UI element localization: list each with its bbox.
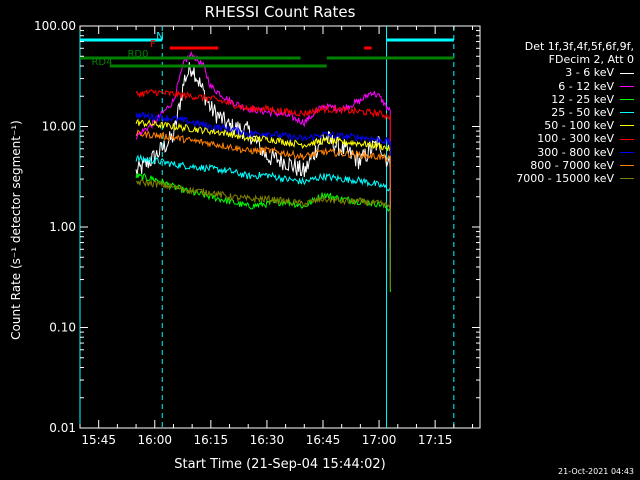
flag-label-rd4: RD4 [91,57,112,68]
legend-entry: 25 - 50 keV [464,106,634,119]
series-line-5 [135,89,391,200]
legend-entry: 300 - 800 keV [464,146,634,159]
x-tick-label: 17:15 [418,433,453,447]
legend-swatch [620,138,634,140]
series-line-7 [135,129,391,243]
x-tick-label: 16:45 [306,433,341,447]
legend-label: 100 - 300 keV [537,132,614,146]
timestamp: 21-Oct-2021 04:43 [558,467,634,476]
chart-title: RHESSI Count Rates [205,3,356,21]
legend-entry: 7000 - 15000 keV [464,172,634,185]
x-tick-label: 15:45 [81,433,116,447]
x-tick-label: 16:00 [137,433,172,447]
legend-swatch [620,125,634,127]
legend-label: 7000 - 15000 keV [516,172,614,186]
y-tick-label: 0.01 [49,421,76,435]
legend-swatch [620,178,634,180]
y-tick-label: 10.00 [42,120,76,134]
legend-entry: 100 - 300 keV [464,132,634,145]
legend-label: 6 - 12 keV [558,79,614,93]
flag-label-rd0: RD0 [127,49,148,60]
legend-swatch [620,72,634,74]
legend-swatch [620,164,634,166]
legend-entry: 12 - 25 keV [464,93,634,106]
x-axis-label: Start Time (21-Sep-04 15:44:02) [174,457,385,472]
legend-label: 800 - 7000 keV [530,158,614,172]
legend-label: 25 - 50 keV [551,106,614,120]
series-line-1 [135,50,391,195]
legend-swatch [620,98,634,100]
legend-entry: 6 - 12 keV [464,80,634,93]
y-axis-label: Count Rate (s⁻¹ detector segment⁻¹) [9,120,23,340]
legend-swatch [620,112,634,114]
legend-label: 300 - 800 keV [537,145,614,159]
legend-label: 50 - 100 keV [544,119,614,133]
x-tick-label: 17:00 [362,433,397,447]
flag-label-f: F [150,39,156,50]
legend-entry: 800 - 7000 keV [464,159,634,172]
legend-entry: 3 - 6 keV [464,66,634,79]
legend-header-line-1: Det 1f,3f,4f,5f,6f,9f, [524,40,634,53]
y-tick-label: 1.00 [49,220,76,234]
legend-entry: 50 - 100 keV [464,119,634,132]
legend-header-line-2: FDecim 2, Att 0 [548,53,634,67]
x-tick-label: 16:15 [194,433,229,447]
series-line-4 [135,118,391,232]
legend-label: 3 - 6 keV [565,66,614,80]
legend-label: 12 - 25 keV [551,92,614,106]
legend-swatch [620,151,634,153]
x-tick-label: 16:30 [250,433,285,447]
series-line-3 [135,153,391,272]
flag-label-n: N [156,31,163,42]
y-tick-label: 100.00 [34,19,76,33]
series-line-8 [135,178,391,290]
y-tick-label: 0.10 [49,321,76,335]
series-line-6 [135,111,391,225]
series-line-0 [135,62,391,250]
legend-swatch [620,85,634,87]
legend: Det 1f,3f,4f,5f,6f,9f, FDecim 2, Att 0 3… [464,40,634,185]
